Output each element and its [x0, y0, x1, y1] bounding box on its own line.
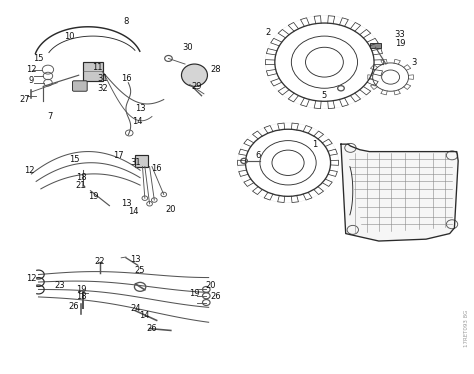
Text: 6: 6: [255, 151, 261, 160]
Text: 20: 20: [165, 205, 176, 214]
Polygon shape: [341, 144, 458, 241]
Text: 19: 19: [76, 285, 86, 294]
Text: 13: 13: [135, 104, 146, 113]
Ellipse shape: [182, 64, 208, 86]
Text: 27: 27: [19, 95, 30, 104]
Text: 19: 19: [395, 39, 405, 48]
Text: 16: 16: [120, 74, 131, 83]
Text: 14: 14: [133, 117, 143, 126]
Text: 12: 12: [26, 65, 36, 74]
Text: 26: 26: [146, 324, 157, 333]
Text: 25: 25: [135, 266, 146, 275]
FancyBboxPatch shape: [83, 62, 103, 81]
Text: 10: 10: [64, 31, 74, 41]
Text: 2: 2: [265, 28, 270, 37]
Text: 13: 13: [120, 199, 131, 208]
Text: 8: 8: [123, 17, 128, 26]
Text: 33: 33: [395, 30, 405, 39]
Text: 24: 24: [130, 304, 141, 313]
Text: 21: 21: [76, 181, 86, 190]
Text: 26: 26: [210, 292, 221, 301]
Text: 14: 14: [128, 207, 138, 216]
Text: 29: 29: [191, 82, 202, 91]
Text: 15: 15: [33, 54, 44, 63]
Text: 31: 31: [130, 158, 141, 167]
Text: 19: 19: [189, 289, 200, 298]
Text: 5: 5: [322, 91, 327, 100]
Text: 3: 3: [411, 58, 417, 67]
Text: 32: 32: [97, 84, 108, 93]
Text: 31: 31: [97, 74, 108, 83]
Text: 13: 13: [130, 255, 141, 264]
Text: 9: 9: [29, 76, 34, 85]
Text: 30: 30: [182, 43, 193, 52]
Text: 28: 28: [210, 65, 221, 74]
Text: 17: 17: [114, 151, 124, 160]
Text: 18: 18: [76, 292, 86, 301]
Text: 7: 7: [47, 112, 53, 121]
FancyBboxPatch shape: [370, 43, 381, 47]
Text: 1: 1: [312, 140, 318, 148]
Text: 16: 16: [151, 164, 162, 173]
Text: 12: 12: [24, 166, 34, 175]
Text: 20: 20: [206, 281, 216, 290]
Text: 17RET093 8G: 17RET093 8G: [464, 310, 469, 347]
Text: 15: 15: [69, 154, 79, 163]
Text: 11: 11: [92, 63, 103, 72]
FancyBboxPatch shape: [73, 81, 87, 91]
Text: 26: 26: [69, 302, 79, 311]
Text: 23: 23: [55, 281, 65, 290]
Text: 14: 14: [139, 311, 150, 320]
FancyBboxPatch shape: [135, 155, 148, 167]
Text: 19: 19: [88, 192, 98, 201]
Text: 22: 22: [95, 257, 105, 266]
Text: 12: 12: [26, 274, 36, 283]
Text: 18: 18: [76, 173, 86, 182]
